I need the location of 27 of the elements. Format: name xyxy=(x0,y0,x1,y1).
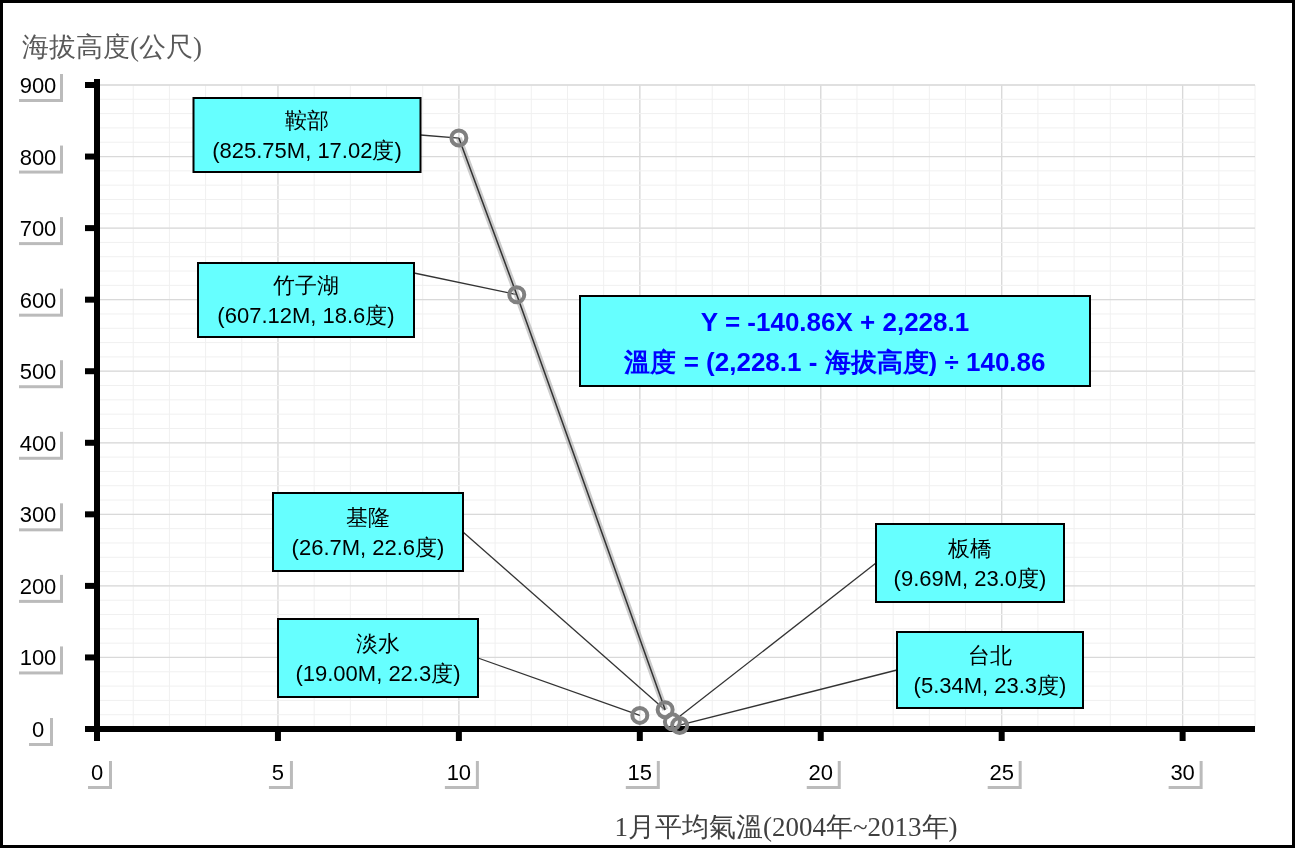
annotation: 淡水 (19.00M, 22.3度) xyxy=(295,631,461,686)
y-tick-label: 700 xyxy=(19,216,57,242)
x-tick-label: 0 xyxy=(90,760,104,785)
annotation: 基隆 (26.7M, 22.6度) xyxy=(291,505,445,560)
y-tick-label: 500 xyxy=(19,359,57,385)
x-axis-title: 1月平均氣溫(2004年~2013年) xyxy=(614,812,958,842)
y-tick-label: 0 xyxy=(31,717,45,742)
x-tick-label: 30 xyxy=(1170,760,1195,785)
x-tick-label: 15 xyxy=(627,760,653,785)
y-tick-label: 400 xyxy=(19,430,57,456)
x-tick-label: 25 xyxy=(989,760,1014,785)
x-tick-label: 20 xyxy=(808,760,833,785)
y-tick-label: 800 xyxy=(19,144,57,170)
annotation: 板橋 (9.69M, 23.0度) xyxy=(893,536,1047,591)
y-tick-label: 300 xyxy=(19,502,57,528)
y-tick-label: 200 xyxy=(19,573,57,599)
y-axis-title: 海拔高度(公尺) xyxy=(22,32,202,62)
x-tick-label: 5 xyxy=(271,760,285,785)
x-tick-label: 10 xyxy=(446,760,472,785)
annotation: 台北 (5.34M, 23.3度) xyxy=(913,643,1067,698)
y-tick-label: 100 xyxy=(19,645,57,671)
y-tick-label: 600 xyxy=(19,287,57,313)
annotation: 鞍部 (825.75M, 17.02度) xyxy=(212,108,402,163)
annotation: 竹子湖 (607.12M, 18.6度) xyxy=(217,273,395,328)
y-tick-label: 900 xyxy=(19,73,57,98)
annotation: Y = -140.86X + 2,228.1 xyxy=(700,307,970,337)
annotation: 溫度 = (2,228.1 - 海拔高度) ÷ 140.86 xyxy=(623,347,1046,377)
